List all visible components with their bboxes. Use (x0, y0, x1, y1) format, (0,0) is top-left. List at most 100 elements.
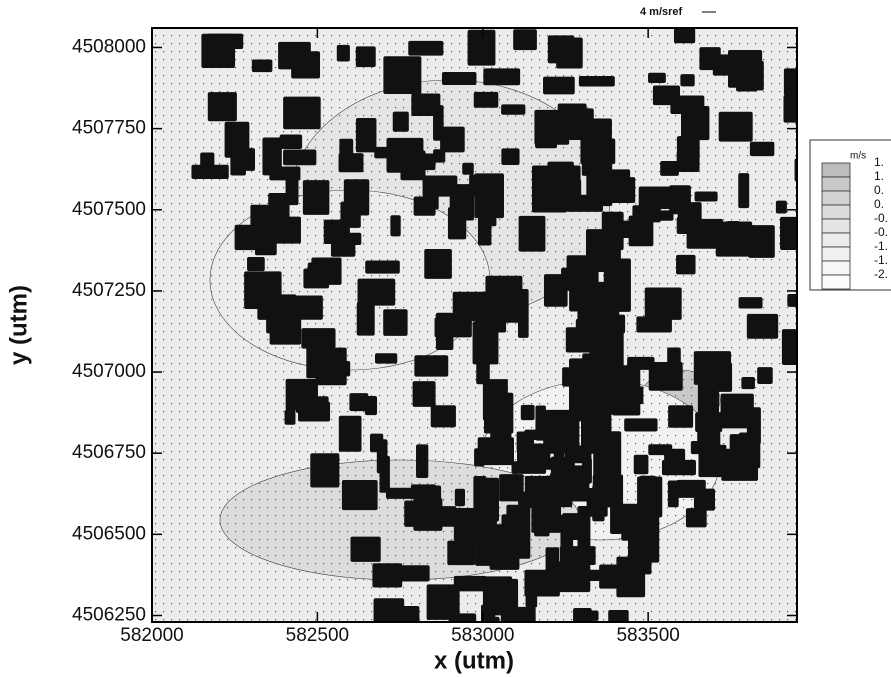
building (739, 297, 763, 308)
building (365, 261, 400, 274)
legend-swatch (822, 163, 850, 177)
building (543, 410, 579, 454)
building (267, 217, 300, 244)
building (450, 184, 474, 220)
building (473, 510, 490, 548)
building (744, 61, 764, 91)
building (383, 309, 407, 336)
building (691, 441, 703, 454)
building (508, 579, 518, 632)
x-axis-title: x (utm) (434, 647, 514, 674)
building (534, 500, 549, 536)
legend-label: -0. (874, 211, 888, 225)
y-tick-label: 4506500 (72, 523, 146, 544)
building (269, 167, 300, 181)
building (648, 296, 681, 307)
building (474, 448, 484, 466)
building (280, 135, 303, 149)
building (225, 122, 250, 158)
legend-title: m/s (850, 151, 866, 162)
building (298, 402, 330, 422)
building (582, 458, 592, 483)
y-axis-title: y (utm) (5, 285, 32, 365)
building (627, 357, 654, 370)
building (424, 249, 452, 279)
building (602, 212, 624, 250)
building (455, 489, 465, 507)
building (592, 485, 604, 521)
building (719, 112, 753, 142)
x-tick-label: 582000 (120, 625, 183, 646)
building (266, 302, 295, 333)
building (698, 380, 719, 417)
building (462, 163, 474, 175)
building (593, 431, 621, 478)
building (283, 149, 316, 165)
building (339, 416, 362, 452)
building (208, 92, 237, 121)
legend-label: 0. (874, 197, 884, 211)
building (458, 535, 472, 558)
building (664, 449, 685, 465)
building (680, 74, 694, 86)
legend-swatch (822, 275, 850, 289)
building (535, 133, 557, 148)
building (386, 138, 423, 173)
y-tick-label: 4506750 (72, 442, 146, 463)
building (699, 47, 720, 70)
building (738, 173, 749, 208)
y-tick-label: 4507250 (72, 280, 146, 301)
building (695, 191, 718, 201)
building (374, 598, 405, 631)
legend-label: -0. (874, 225, 888, 239)
building (716, 222, 752, 257)
building (435, 506, 456, 527)
x-tick-label: 583500 (616, 625, 679, 646)
building (404, 501, 433, 527)
building (506, 505, 530, 559)
building (634, 455, 649, 474)
legend-label: -2. (874, 267, 888, 281)
chart: 4 m/sref x (utm) y (utm) m/s 1.1.0.0.-0.… (0, 0, 891, 677)
building (377, 439, 388, 473)
building (558, 104, 587, 134)
legend-label: 1. (874, 169, 884, 183)
building (285, 410, 296, 425)
building (750, 142, 774, 156)
building (521, 405, 535, 420)
building (624, 418, 657, 431)
legend-label: 0. (874, 183, 884, 197)
building (757, 367, 773, 384)
building (526, 587, 538, 608)
legend-swatch (822, 191, 850, 205)
building (416, 444, 428, 478)
building (698, 449, 722, 477)
building (301, 328, 335, 348)
building (776, 201, 787, 214)
building (303, 180, 329, 215)
building (560, 515, 573, 565)
legend-swatch (822, 261, 850, 275)
building (442, 72, 477, 85)
building (513, 29, 537, 50)
building (372, 563, 402, 587)
building (599, 565, 618, 589)
building (632, 205, 660, 222)
building (674, 28, 695, 43)
page: {"chart_data": {"type": "contour", "x_la… (0, 0, 891, 677)
building (741, 377, 755, 389)
building (678, 202, 702, 227)
building (200, 153, 214, 169)
building (636, 316, 672, 332)
building (411, 93, 440, 116)
building (339, 139, 353, 162)
building (414, 355, 448, 376)
legend-swatch (822, 233, 850, 247)
building (390, 215, 400, 236)
building (601, 398, 635, 415)
building (383, 56, 421, 94)
legend-swatch (822, 205, 850, 219)
building (468, 30, 496, 66)
building (453, 292, 490, 322)
building (668, 481, 679, 508)
